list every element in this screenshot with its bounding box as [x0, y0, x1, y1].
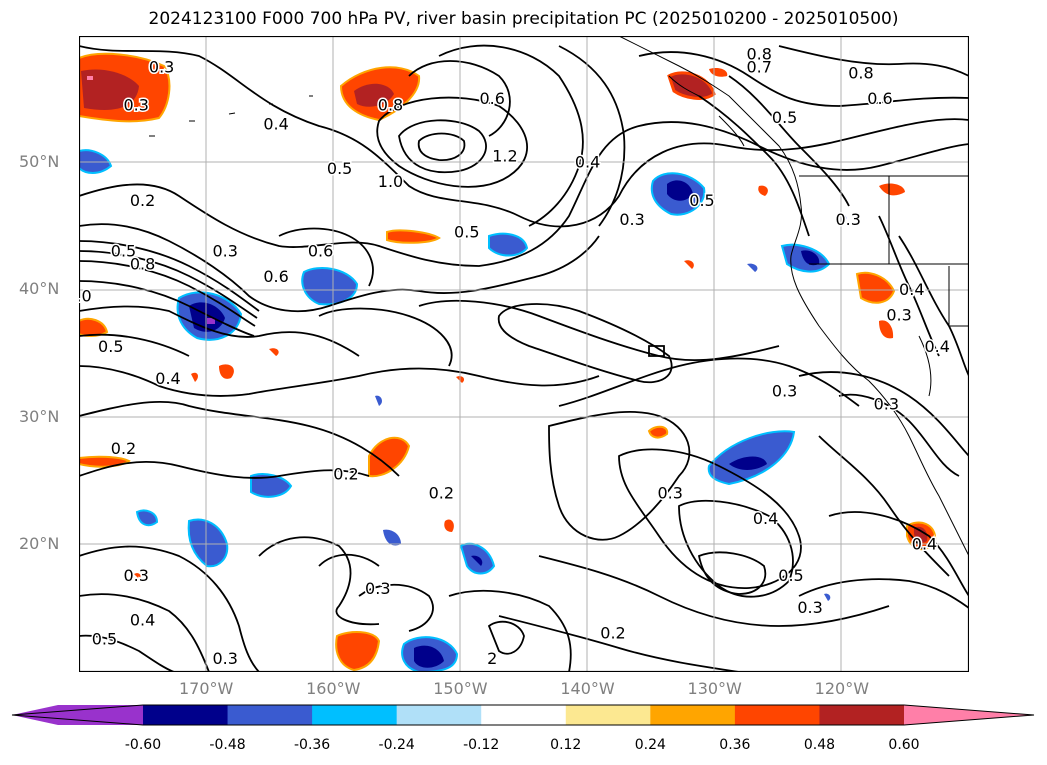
contour-label: 0.2: [111, 439, 136, 458]
latitude-label: 30°N: [19, 406, 60, 426]
colorbar-segment: [227, 705, 313, 725]
latitude-label: 40°N: [19, 279, 60, 299]
contour-label: 0.5: [454, 223, 479, 242]
contour-label: 0.3: [149, 57, 174, 76]
contour-label: 0.3: [772, 382, 797, 401]
contour-label: 0.4: [924, 337, 949, 356]
longitude-label: 170°W: [178, 679, 234, 698]
colorbar-segment: [565, 705, 651, 725]
contour-label: 0.4: [155, 369, 180, 388]
colorbar-tick-label: -0.48: [209, 737, 246, 753]
colorbar-tick-label: -0.12: [463, 737, 500, 753]
contour-label: 0.8: [378, 95, 403, 114]
contour-labels: 0.30.30.40.8 0.60.51.01.20.50.40.30.80.7 0…: [65, 43, 952, 669]
contour-label: 0.3: [123, 566, 148, 585]
coastlines: [149, 36, 969, 557]
contour-label: 0.5: [98, 337, 123, 356]
colorbar-tick-label: 0.60: [888, 737, 920, 753]
longitude-label: 140°W: [560, 679, 615, 698]
longitude-label: 150°W: [433, 679, 488, 698]
colorbar-segment: [396, 705, 482, 725]
contour-label: 0.5: [92, 630, 117, 649]
contour-label: 1.0: [79, 286, 92, 305]
contour-label: 0.4: [912, 534, 937, 553]
map-title: 2024123100 F000 700 hPa PV, river basin …: [148, 9, 899, 29]
colorbar-extension-high: [904, 705, 1034, 725]
contour-label: 0.5: [689, 191, 714, 210]
map-panel[interactable]: 0.3 0.3 0.4 0.8 0.6 0.5 1.0 1.2 0.5 0.4 0.3 0.8 0.7 0…: [65, 36, 969, 672]
colorbar-segment: [312, 705, 398, 725]
latitude-label: 20°N: [19, 533, 60, 553]
longitude-label: 130°W: [687, 679, 742, 698]
colorbar-tick-label: 0.12: [550, 737, 582, 753]
colorbar-tick-label: 0.24: [634, 737, 666, 753]
contour-label: 0.5: [778, 566, 803, 585]
colorbar-tick-label: -0.24: [378, 737, 415, 753]
colorbar-extension-low: [12, 705, 143, 725]
colorbar-segment: [734, 705, 820, 725]
colorbar-tick-label: -0.60: [124, 737, 162, 753]
colorbar-segment: [819, 705, 905, 725]
contour-label: 0.3: [365, 579, 390, 598]
contour-label: 0.2: [333, 464, 358, 483]
contour-label: 1.2: [492, 146, 517, 165]
contour-label: 0.6: [308, 242, 333, 261]
colorbar-segment: [143, 705, 229, 725]
contour-label: 0.8: [130, 254, 155, 273]
contour-label: 0.2: [130, 191, 155, 210]
contour-label: 0.4: [130, 611, 155, 630]
contour-label: 0.3: [835, 210, 860, 229]
gridlines: [79, 36, 969, 672]
contour-label: 0.6: [867, 89, 892, 108]
contour-label: 0.4: [899, 280, 924, 299]
latitude-label: 50°N: [19, 152, 60, 172]
contour-label: 0.5: [772, 108, 797, 127]
contour-label: 0.4: [263, 115, 288, 134]
contour-label: 0.3: [619, 210, 644, 229]
contour-label: 0.3: [874, 394, 899, 413]
colorbar-tick-label: 0.48: [803, 737, 836, 753]
contour-label: 0.3: [797, 598, 822, 617]
contour-label: 0.4: [753, 509, 778, 528]
contour-label: 0.3: [886, 305, 911, 324]
contour-label: 0.6: [263, 267, 288, 286]
contour-label: 2: [487, 649, 497, 668]
contour-label: 0.8: [848, 64, 873, 83]
contour-label: 0.8: [746, 45, 771, 64]
pv-contours: [79, 44, 969, 672]
contour-label: 0.3: [123, 95, 148, 114]
contour-label: 0.5: [111, 242, 136, 261]
colorbar-segment: [650, 705, 736, 725]
contour-label: 0.3: [657, 483, 682, 502]
colorbar: [11, 704, 1035, 726]
colorbar-tick-label: -0.36: [293, 737, 331, 753]
contour-label: 0.2: [429, 483, 454, 502]
map-canvas: 0.30.30.40.8 0.60.51.01.20.50.40.30.80.7 0…: [65, 36, 969, 672]
contour-label: 0.3: [212, 242, 237, 261]
contour-label: 1.0: [378, 172, 403, 191]
longitude-label: 120°W: [814, 679, 870, 698]
longitude-label: 160°W: [306, 679, 361, 698]
colorbar-tick-label: 0.36: [719, 737, 751, 753]
contour-label: 0.6: [479, 89, 504, 108]
contour-label: 0.2: [600, 623, 625, 642]
colorbar-segment: [481, 705, 567, 725]
contour-label: 0.5: [327, 159, 352, 178]
contour-label: 0.4: [575, 153, 600, 172]
contour-label: 0.3: [212, 649, 237, 668]
contour-label: 0.7: [746, 57, 771, 76]
